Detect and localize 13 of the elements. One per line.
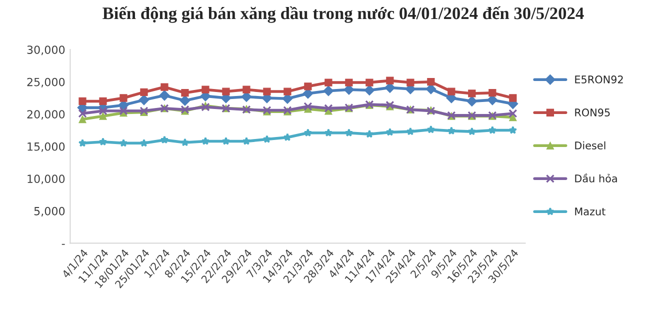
y-tick-label: 20,000 (27, 110, 65, 120)
y-tick-label: 5,000 (34, 206, 65, 216)
y-tick-label: 10,000 (28, 174, 65, 184)
legend-label: Diesel (575, 141, 606, 150)
legend-label: RON95 (575, 108, 610, 116)
y-tick-label: - (62, 244, 65, 245)
legend-label: Mazut (575, 208, 606, 216)
chart-title: Biến động giá bán xăng dầu trong nước 04/01/2024 đến 30/5/2024 (102, 6, 584, 23)
legend-label: Dầu hỏa (575, 173, 617, 182)
y-tick-label: 25,000 (27, 78, 65, 88)
y-tick-label: 15,000 (28, 142, 65, 152)
y-tick-label: 30,000 (27, 46, 65, 56)
legend-label: E5RON92 (575, 76, 623, 84)
